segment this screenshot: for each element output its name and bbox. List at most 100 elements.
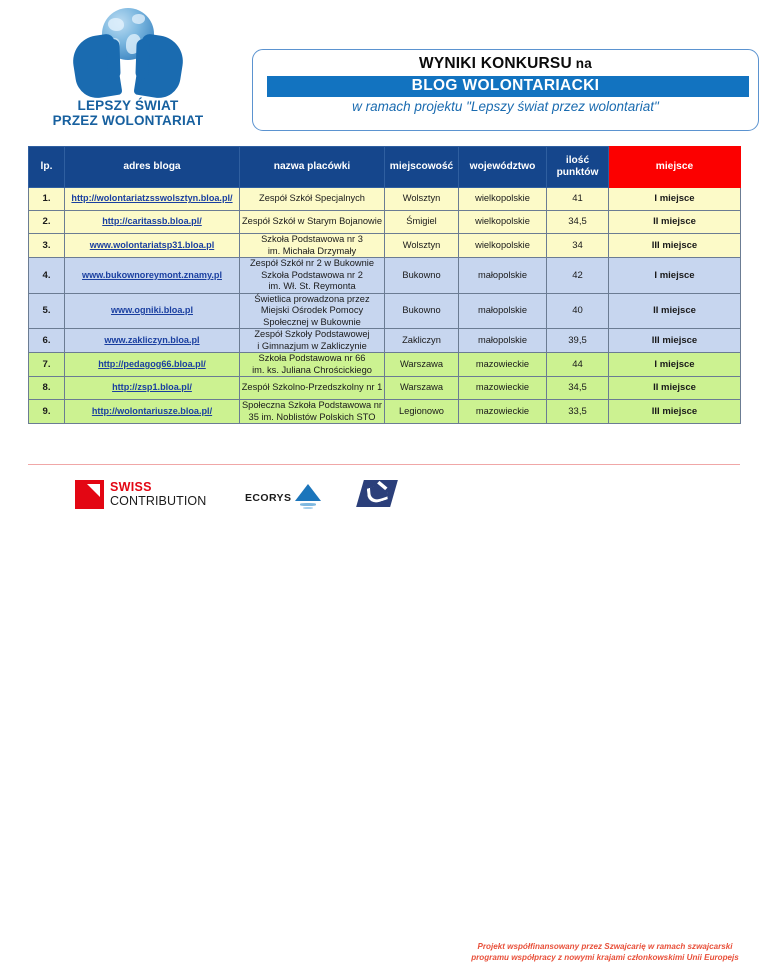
organization-logo: LEPSZY ŚWIAT PRZEZ WOLONTARIAT	[48, 6, 208, 134]
funding-note-line-1: Projekt współfinansowany przez Szwajcari…	[440, 942, 768, 953]
cell-place: III miejsce	[609, 400, 741, 424]
blog-link[interactable]: http://zsp1.bloa.pl/	[112, 382, 192, 392]
cell-voivodeship: małopolskie	[459, 293, 547, 329]
title-line-1: WYNIKI KONKURSU na	[253, 55, 758, 73]
table-row: 2. http://caritassb.bloa.pl/Zespół Szkół …	[29, 211, 741, 234]
funding-note: Projekt współfinansowany przez Szwajcari…	[440, 942, 768, 963]
logo-line-1: LEPSZY ŚWIAT	[48, 99, 208, 114]
hand-gap	[122, 64, 133, 98]
cell-locality: Legionowo	[385, 400, 459, 424]
cell-voivodeship: mazowieckie	[459, 353, 547, 377]
table-row: 1. http://wolontariatzsswolsztyn.bloa.pl/…	[29, 188, 741, 211]
cell-points: 42	[547, 258, 609, 294]
cell-locality: Wolsztyn	[385, 188, 459, 211]
cell-lp: 1.	[29, 188, 65, 211]
cell-blog-address[interactable]: http://caritassb.bloa.pl/	[65, 211, 240, 234]
cell-points: 33,5	[547, 400, 609, 424]
cell-blog-address[interactable]: www.ogniki.bloa.pl	[65, 293, 240, 329]
globe-in-hands-icon	[68, 6, 188, 98]
cell-voivodeship: mazowieckie	[459, 377, 547, 400]
cell-blog-address[interactable]: www.wolontariatsp31.bloa.pl	[65, 234, 240, 258]
blog-link[interactable]: www.wolontariatsp31.bloa.pl	[90, 240, 214, 250]
cell-place: II miejsce	[609, 211, 741, 234]
col-header-institution: nazwa placówki	[240, 147, 385, 188]
cell-points: 34,5	[547, 211, 609, 234]
cell-place: I miejsce	[609, 188, 741, 211]
cell-blog-address[interactable]: http://wolontariusze.bloa.pl/	[65, 400, 240, 424]
blog-link[interactable]: http://pedagog66.bloa.pl/	[98, 359, 206, 369]
title-line-1-strong: WYNIKI KONKURSU	[419, 55, 572, 72]
cell-lp: 5.	[29, 293, 65, 329]
col-header-lp: lp.	[29, 147, 65, 188]
cell-locality: Warszawa	[385, 353, 459, 377]
cell-blog-address[interactable]: www.bukownoreymont.znamy.pl	[65, 258, 240, 294]
cell-lp: 8.	[29, 377, 65, 400]
cell-blog-address[interactable]: http://zsp1.bloa.pl/	[65, 377, 240, 400]
cell-place: III miejsce	[609, 234, 741, 258]
cell-locality: Wolsztyn	[385, 234, 459, 258]
table-row: 8. http://zsp1.bloa.pl/Zespół Szkolno-Pr…	[29, 377, 741, 400]
cell-locality: Bukowno	[385, 293, 459, 329]
cell-lp: 2.	[29, 211, 65, 234]
page-footer: SWISS CONTRIBUTION ECORYS Projekt współf…	[0, 470, 768, 543]
blog-link[interactable]: http://wolontariatzsswolsztyn.bloa.pl/	[71, 193, 232, 203]
results-table: lp. adres bloga nazwa placówki miejscowo…	[28, 146, 741, 424]
cell-institution: Zespół Szkół Specjalnych	[240, 188, 385, 211]
cell-place: III miejsce	[609, 329, 741, 353]
page-header: LEPSZY ŚWIAT PRZEZ WOLONTARIAT WYNIKI KO…	[0, 0, 768, 140]
table-row: 5. www.ogniki.bloa.pl Świetlica prowadzona…	[29, 293, 741, 329]
ecorys-triangle-shape	[295, 484, 321, 501]
cell-place: I miejsce	[609, 258, 741, 294]
cell-points: 41	[547, 188, 609, 211]
cell-institution: Zespół Szkół w Starym Bojanowie	[240, 211, 385, 234]
table-body: 1. http://wolontariatzsswolsztyn.bloa.pl/…	[29, 188, 741, 424]
cell-blog-address[interactable]: www.zakliczyn.bloa.pl	[65, 329, 240, 353]
cell-locality: Warszawa	[385, 377, 459, 400]
cell-blog-address[interactable]: http://pedagog66.bloa.pl/	[65, 353, 240, 377]
table-header-row: lp. adres bloga nazwa placówki miejscowo…	[29, 147, 741, 188]
cell-points: 34	[547, 234, 609, 258]
cell-points: 34,5	[547, 377, 609, 400]
cell-voivodeship: wielkopolskie	[459, 234, 547, 258]
ecorys-reflection-2	[303, 507, 313, 509]
blog-link[interactable]: www.bukownoreymont.znamy.pl	[82, 270, 222, 280]
col-header-place: miejsce	[609, 147, 741, 188]
blog-link[interactable]: www.ogniki.bloa.pl	[111, 305, 193, 315]
blog-link[interactable]: http://caritassb.bloa.pl/	[102, 216, 202, 226]
partner-logo-shape	[356, 480, 398, 507]
col-header-voivodeship: województwo	[459, 147, 547, 188]
swiss-square-icon	[75, 480, 104, 509]
cell-voivodeship: wielkopolskie	[459, 211, 547, 234]
cell-points: 39,5	[547, 329, 609, 353]
hand-left-icon	[69, 33, 122, 101]
cell-points: 44	[547, 353, 609, 377]
cell-locality: Zakliczyn	[385, 329, 459, 353]
cell-voivodeship: mazowieckie	[459, 400, 547, 424]
col-header-points-line1: ilość	[566, 155, 589, 166]
blog-link[interactable]: www.zakliczyn.bloa.pl	[104, 335, 199, 345]
hand-right-icon	[133, 33, 186, 101]
logo-line-2: PRZEZ WOLONTARIAT	[48, 114, 208, 129]
table-row: 9.http://wolontariusze.bloa.pl/Społeczna…	[29, 400, 741, 424]
title-line-2: BLOG WOLONTARIACKI	[253, 75, 758, 97]
cell-locality: Śmigiel	[385, 211, 459, 234]
ecorys-logo: ECORYS	[245, 484, 321, 512]
cell-locality: Bukowno	[385, 258, 459, 294]
cell-blog-address[interactable]: http://wolontariatzsswolsztyn.bloa.pl/	[65, 188, 240, 211]
ecorys-logo-label: ECORYS	[245, 492, 291, 504]
title-line-3: w ramach projektu "Lepszy świat przez wo…	[253, 99, 758, 114]
blog-link[interactable]: http://wolontariusze.bloa.pl/	[92, 406, 212, 416]
swiss-logo-line-2: CONTRIBUTION	[110, 494, 206, 508]
swiss-contribution-logo: SWISS CONTRIBUTION	[75, 480, 206, 509]
ecorys-triangle-icon	[295, 484, 321, 512]
cell-points: 40	[547, 293, 609, 329]
table-row: 7.http://pedagog66.bloa.pl/Szkoła Podsta…	[29, 353, 741, 377]
funding-note-line-2: programu współpracy z nowymi krajami czł…	[440, 953, 768, 963]
cell-lp: 6.	[29, 329, 65, 353]
